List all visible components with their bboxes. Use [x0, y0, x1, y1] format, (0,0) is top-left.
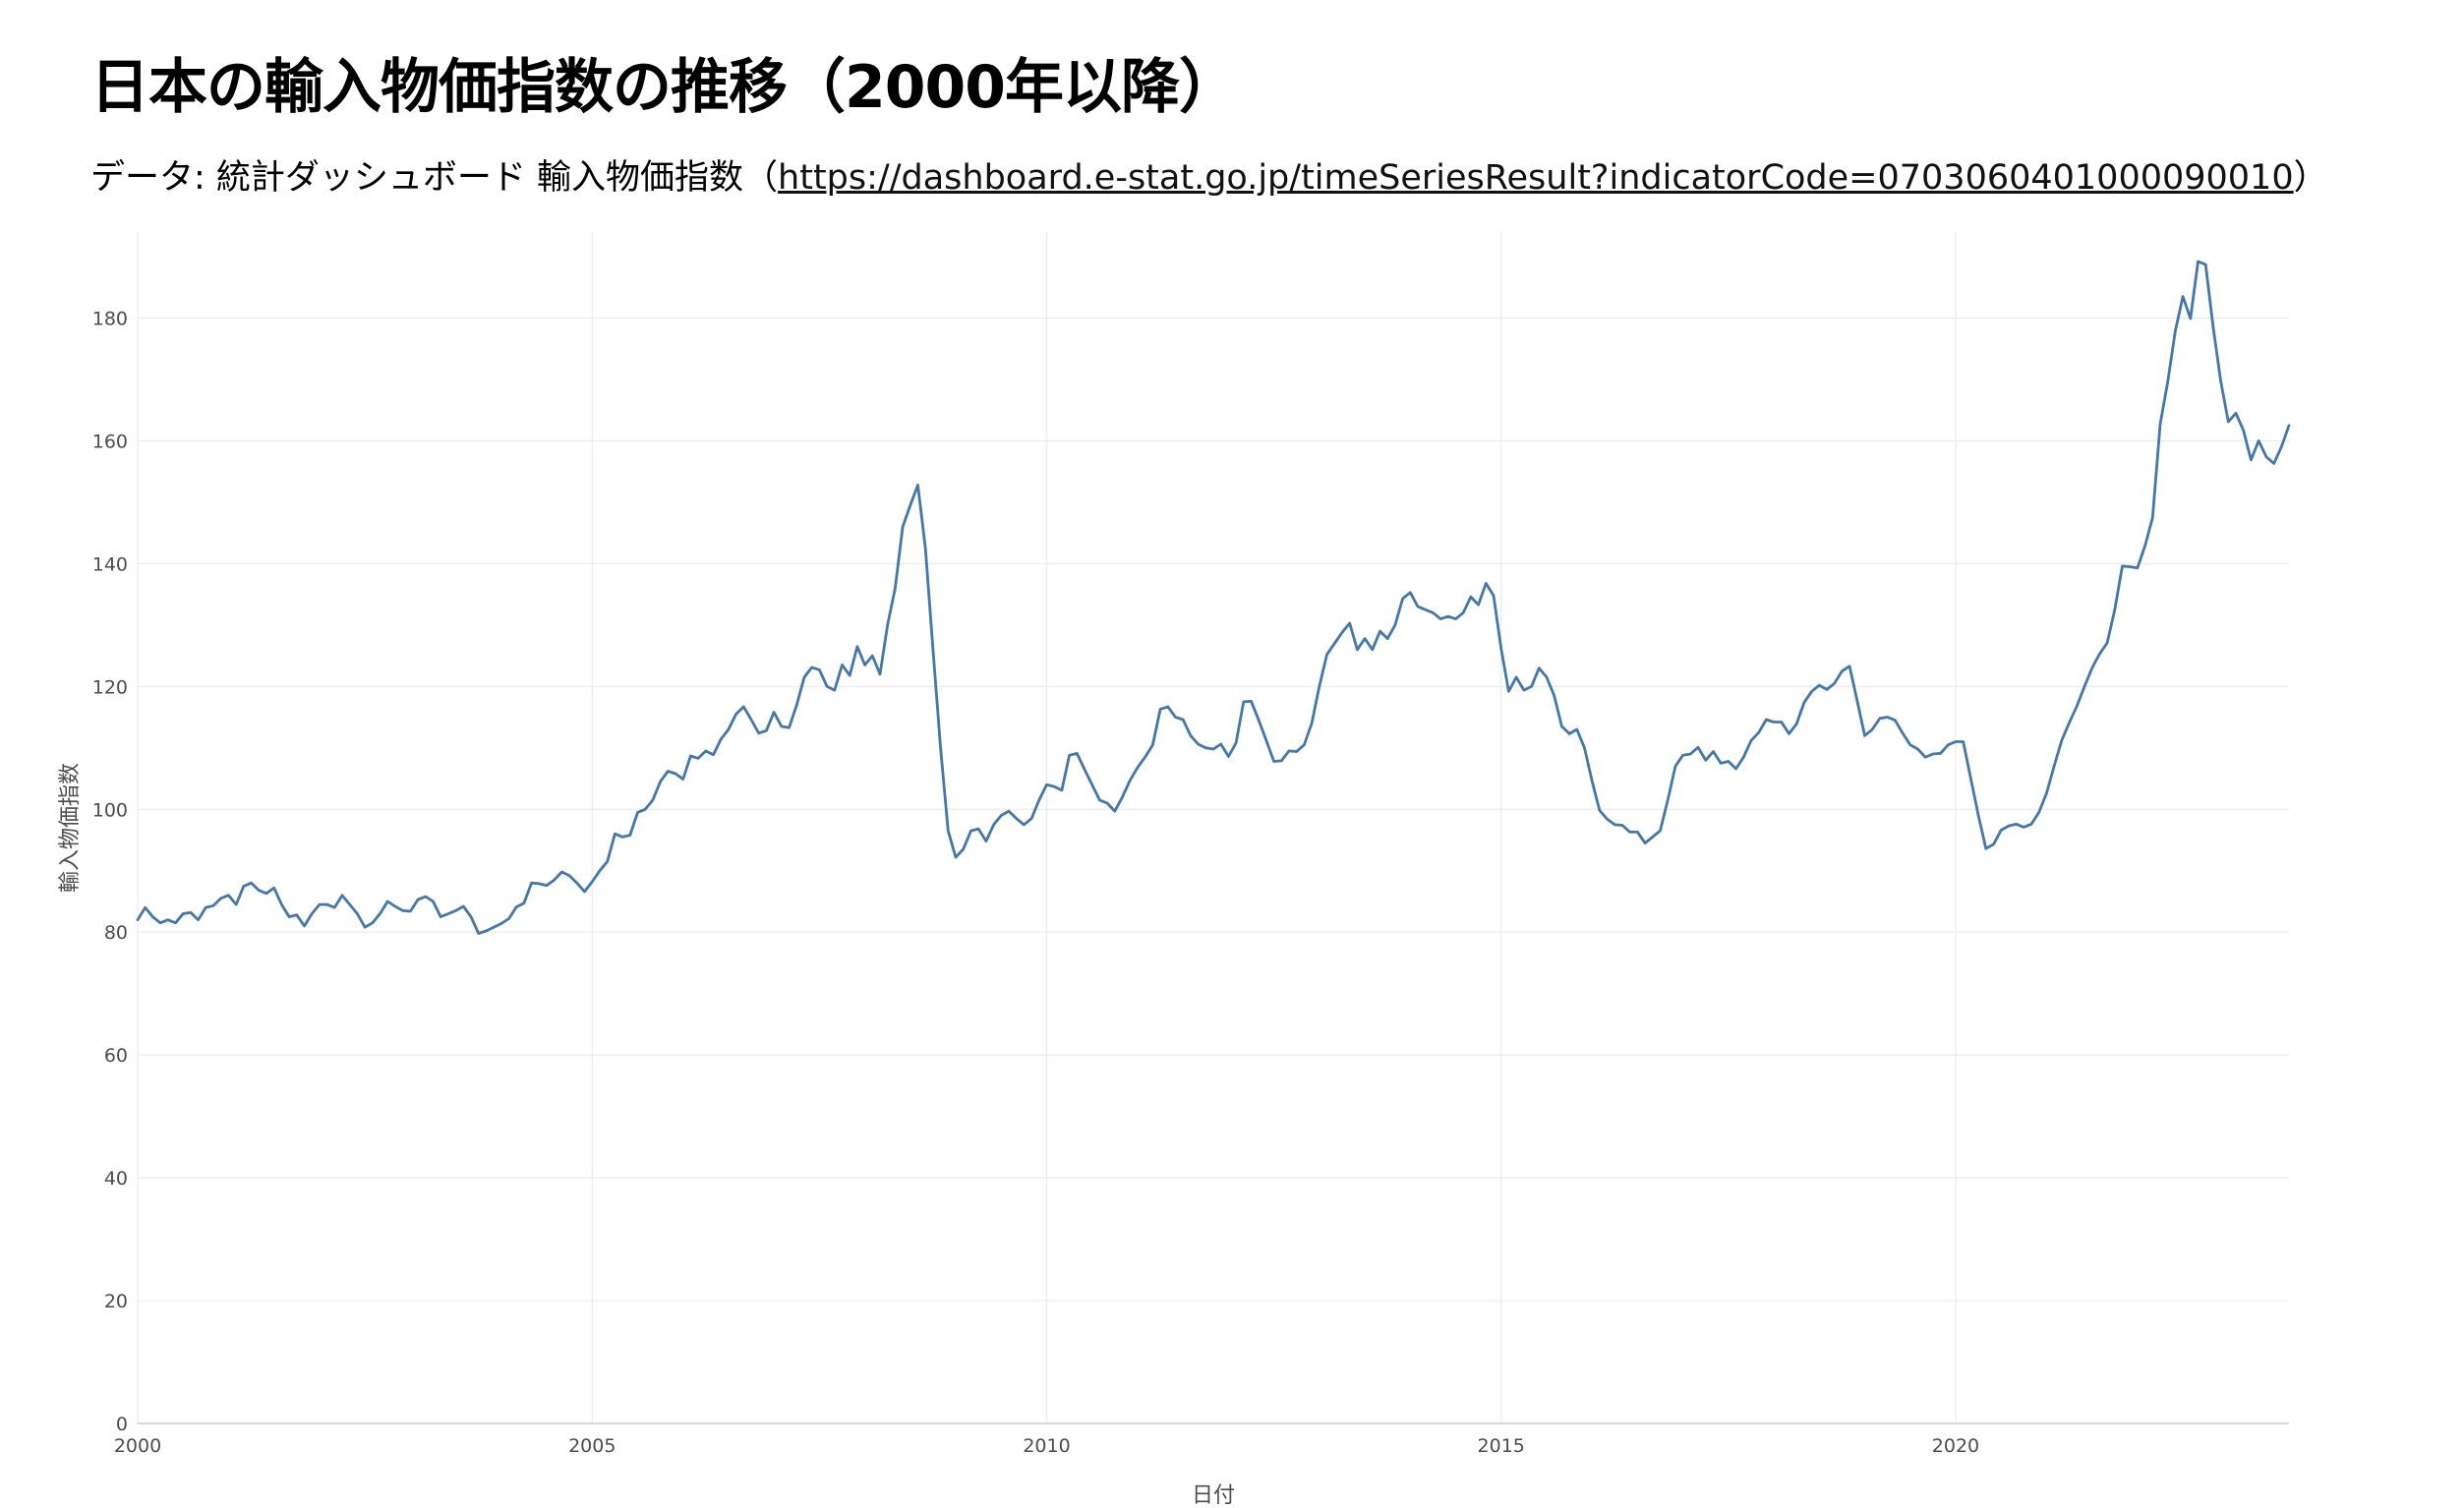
chart-subtitle: データ: 統計ダッシュボード 輸入物価指数（https://dashboard.…	[90, 149, 2328, 200]
x-tick-label: 2005	[568, 1435, 616, 1457]
y-tick-label: 0	[116, 1414, 128, 1435]
y-tick-label: 120	[92, 676, 128, 698]
x-tick-label: 2015	[1478, 1435, 1525, 1457]
y-tick-label: 80	[104, 922, 128, 944]
subtitle-source-text: データ: 統計ダッシュボード 輸入物価指数（	[90, 158, 779, 198]
y-tick-label: 140	[92, 553, 128, 575]
y-tick-label: 180	[92, 308, 128, 329]
x-axis-title: 日付	[1192, 1483, 1235, 1508]
import-price-index-line	[136, 260, 2291, 935]
subtitle-closing: ）	[2293, 158, 2328, 198]
tick-labels: 0 20 40 60 80 100 120 140 160 180 2000 2005 2010 2015…	[92, 308, 1979, 1457]
y-tick-label: 60	[104, 1045, 128, 1067]
grid-lines	[137, 232, 2289, 1423]
source-link[interactable]: https://dashboard.e-stat.go.jp/timeSerie…	[778, 158, 2294, 198]
y-tick-label: 160	[92, 431, 128, 452]
y-tick-label: 100	[92, 799, 128, 821]
y-tick-label: 40	[104, 1168, 128, 1189]
x-tick-label: 2000	[114, 1435, 161, 1457]
chart-title: 日本の輸入物価指数の推移（2000年以降）	[90, 53, 1238, 122]
x-tick-label: 2020	[1932, 1435, 1979, 1457]
y-tick-label: 20	[104, 1291, 128, 1312]
x-tick-label: 2010	[1023, 1435, 1070, 1457]
y-axis-title: 輸入物価指数	[58, 763, 83, 893]
